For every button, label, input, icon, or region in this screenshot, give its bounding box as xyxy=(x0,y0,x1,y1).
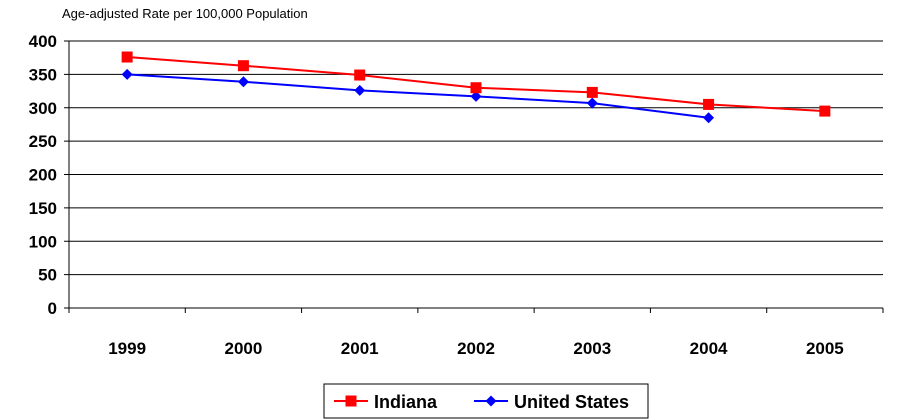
y-tick-label: 250 xyxy=(29,132,57,151)
y-tick-labels: 0 50 100 150 200 250 300 350 400 xyxy=(29,32,57,318)
data-point xyxy=(121,68,133,80)
y-tick-label: 100 xyxy=(29,232,57,251)
series-line xyxy=(127,73,709,119)
legend-swatch-marker xyxy=(345,395,357,407)
data-point xyxy=(819,105,831,117)
y-tick-label: 200 xyxy=(29,166,57,185)
legend-item: United States xyxy=(474,392,629,412)
legend: Indiana United States xyxy=(323,383,649,419)
legend-item: Indiana xyxy=(334,392,438,412)
x-tick-label: 2005 xyxy=(806,339,844,358)
data-point xyxy=(470,82,482,94)
data-point xyxy=(470,90,482,102)
data-point xyxy=(237,60,249,72)
data-point xyxy=(121,51,133,63)
series xyxy=(121,51,831,124)
series-united-states xyxy=(121,68,715,124)
data-point xyxy=(354,84,366,96)
data-point xyxy=(354,69,366,81)
legend-swatch-marker xyxy=(485,395,497,407)
legend-label: United States xyxy=(514,392,629,412)
y-tick-label: 400 xyxy=(29,32,57,51)
y-tick-label: 150 xyxy=(29,199,57,218)
data-point xyxy=(586,97,598,109)
data-point xyxy=(703,98,715,110)
axes xyxy=(64,40,884,313)
y-tick-label: 0 xyxy=(48,299,57,318)
x-tick-label: 2000 xyxy=(225,339,263,358)
data-point xyxy=(703,112,715,124)
x-tick-label: 2002 xyxy=(457,339,495,358)
y-tick-label: 300 xyxy=(29,99,57,118)
y-axis-title: Age-adjusted Rate per 100,000 Population xyxy=(62,6,308,21)
x-tick-labels: 1999 2000 2001 2002 2003 2004 2005 xyxy=(108,339,844,358)
x-tick-label: 2003 xyxy=(573,339,611,358)
legend-label: Indiana xyxy=(374,392,438,412)
y-tick-label: 50 xyxy=(38,266,57,285)
grid-lines xyxy=(69,40,883,276)
y-tick-label: 350 xyxy=(29,65,57,84)
x-tick-label: 1999 xyxy=(108,339,146,358)
x-tick-label: 2004 xyxy=(690,339,728,358)
data-point xyxy=(237,76,249,88)
x-tick-label: 2001 xyxy=(341,339,379,358)
data-point xyxy=(586,86,598,98)
series-indiana xyxy=(121,51,831,117)
